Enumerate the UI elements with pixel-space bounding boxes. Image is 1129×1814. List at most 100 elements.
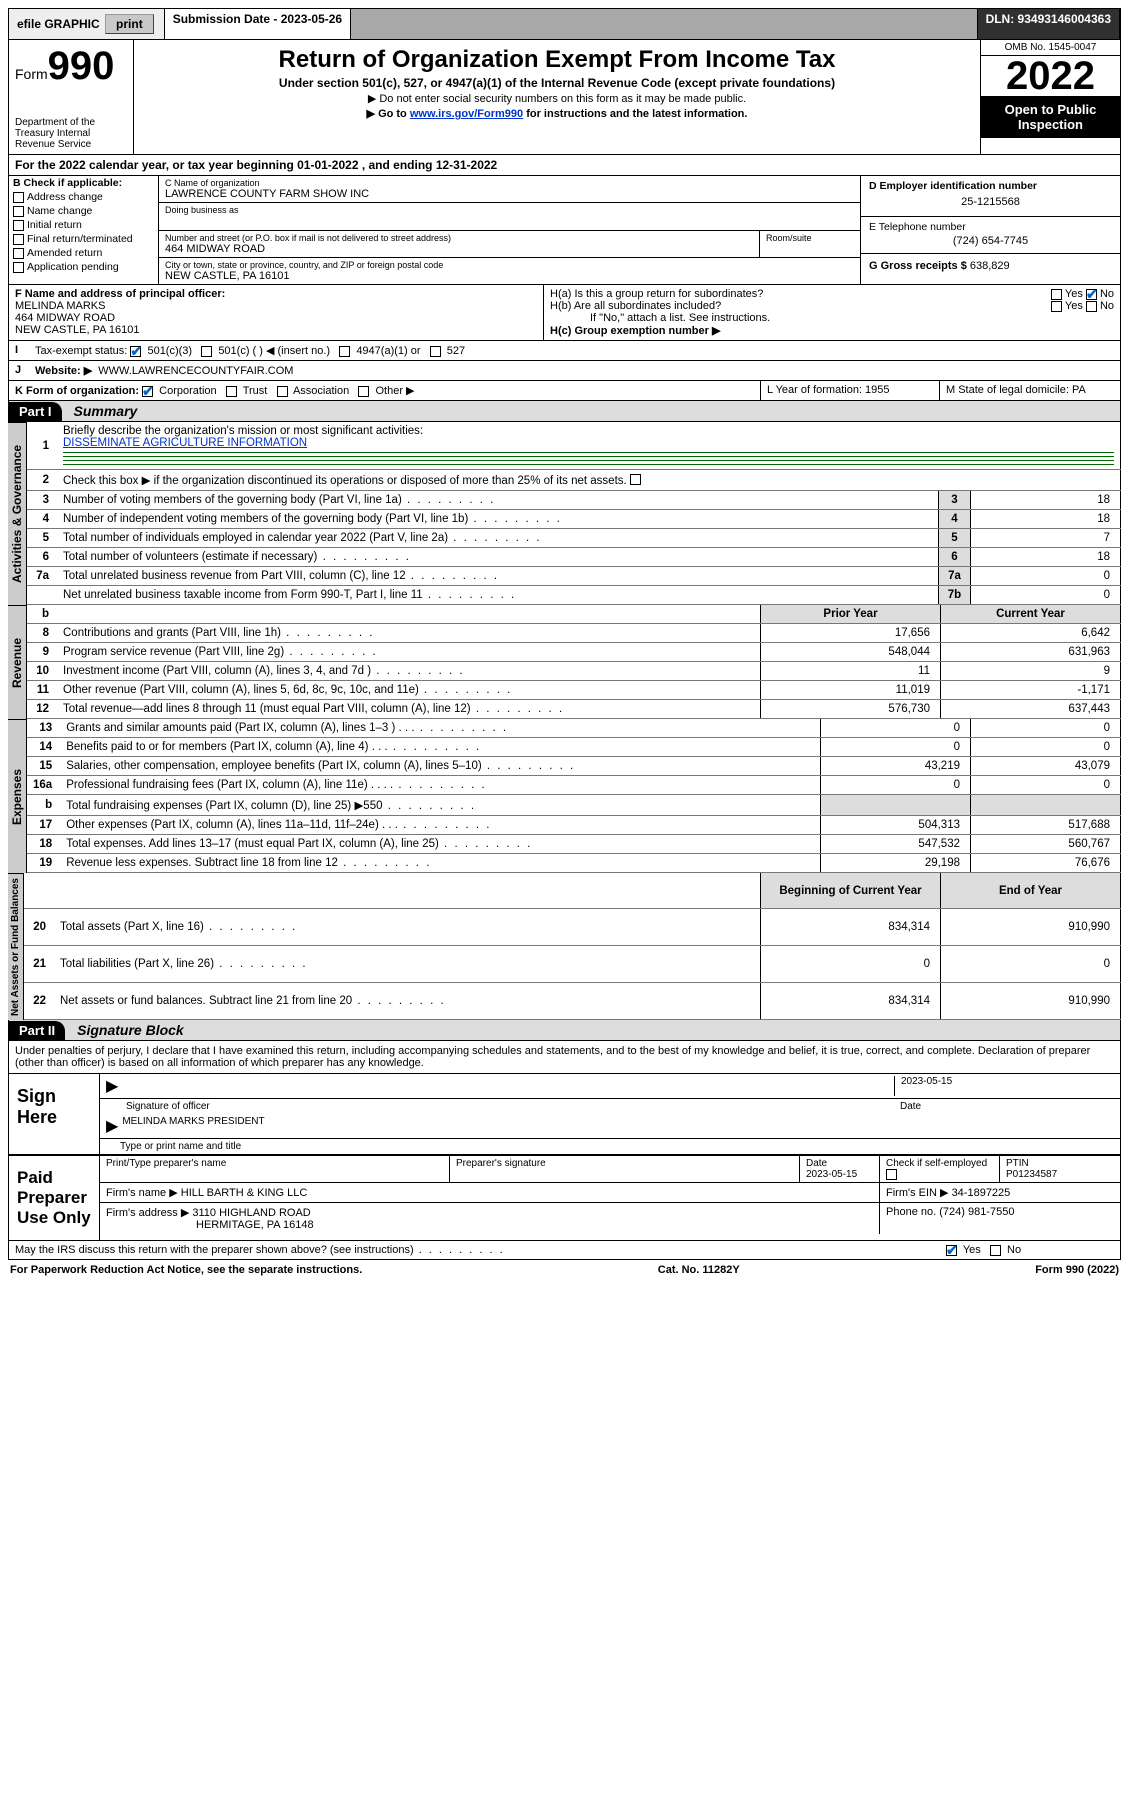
submission-date: Submission Date - 2023-05-26 bbox=[165, 9, 351, 39]
ha-yes[interactable] bbox=[1051, 289, 1062, 300]
data-row: 20Total assets (Part X, line 16)834,3149… bbox=[24, 909, 1121, 946]
ha-no[interactable] bbox=[1086, 289, 1097, 300]
form-number: Form990 bbox=[15, 44, 127, 89]
data-row: 15Salaries, other compensation, employee… bbox=[27, 757, 1121, 776]
self-employed[interactable]: Check if self-employed bbox=[880, 1156, 1000, 1182]
hb-yes[interactable] bbox=[1051, 301, 1062, 312]
i-501c3[interactable] bbox=[130, 346, 141, 357]
hc-label: H(c) Group exemption number ▶ bbox=[550, 324, 1114, 337]
paid-preparer-label: Paid Preparer Use Only bbox=[9, 1156, 99, 1240]
b-opt-4[interactable]: Amended return bbox=[9, 246, 158, 260]
state-domicile: M State of legal domicile: PA bbox=[940, 381, 1120, 400]
footer: For Paperwork Reduction Act Notice, see … bbox=[8, 1260, 1121, 1280]
hdr-current: Current Year bbox=[941, 605, 1121, 624]
part2-header: Part II Signature Block bbox=[8, 1020, 1121, 1041]
sig-officer-label: Signature of officer bbox=[106, 1101, 894, 1112]
col-preparer: Print/Type preparer's name bbox=[100, 1156, 450, 1182]
room-label: Room/suite bbox=[760, 231, 860, 257]
b-opt-0[interactable]: Address change bbox=[9, 190, 158, 204]
firm-addr2: HERMITAGE, PA 16148 bbox=[106, 1219, 314, 1231]
firm-name: HILL BARTH & KING LLC bbox=[181, 1187, 308, 1199]
org-name: LAWRENCE COUNTY FARM SHOW INC bbox=[165, 188, 854, 200]
ha-label: H(a) Is this a group return for subordin… bbox=[550, 288, 763, 300]
gross-receipts: 638,829 bbox=[970, 260, 1010, 272]
hdr-begin: Beginning of Current Year bbox=[761, 873, 941, 909]
hdr-end: End of Year bbox=[941, 873, 1121, 909]
tab-revenue: Revenue bbox=[8, 605, 27, 719]
i-4947[interactable] bbox=[339, 346, 350, 357]
data-row: 18Total expenses. Add lines 13–17 (must … bbox=[27, 835, 1121, 854]
org-address: 464 MIDWAY ROAD bbox=[165, 243, 753, 255]
prep-date: 2023-05-15 bbox=[806, 1169, 857, 1180]
g-label: G Gross receipts $ bbox=[869, 260, 967, 272]
b-opt-3[interactable]: Final return/terminated bbox=[9, 232, 158, 246]
sign-here-label: Sign Here bbox=[9, 1074, 99, 1154]
ptin: P01234587 bbox=[1006, 1169, 1057, 1180]
i-527[interactable] bbox=[430, 346, 441, 357]
print-button[interactable]: print bbox=[105, 14, 154, 34]
k-trust[interactable] bbox=[226, 386, 237, 397]
website: WWW.LAWRENCECOUNTYFAIR.COM bbox=[98, 365, 293, 377]
data-row: 11Other revenue (Part VIII, column (A), … bbox=[27, 681, 1121, 700]
gov-row: 7aTotal unrelated business revenue from … bbox=[27, 567, 1121, 586]
section-b: B Check if applicable: Address change Na… bbox=[9, 176, 159, 284]
k-corp[interactable] bbox=[142, 386, 153, 397]
k-other[interactable] bbox=[358, 386, 369, 397]
gov-row: 3Number of voting members of the governi… bbox=[27, 491, 1121, 510]
section-a: For the 2022 calendar year, or tax year … bbox=[9, 155, 1120, 175]
dept-label: Department of the Treasury Internal Reve… bbox=[15, 117, 127, 150]
tab-net: Net Assets or Fund Balances bbox=[8, 873, 24, 1020]
b-title: B Check if applicable: bbox=[9, 176, 158, 190]
officer-addr2: NEW CASTLE, PA 16101 bbox=[15, 324, 537, 336]
officer-addr1: 464 MIDWAY ROAD bbox=[15, 312, 537, 324]
firm-ein: 34-1897225 bbox=[952, 1187, 1011, 1199]
tax-year: 2022 bbox=[981, 56, 1120, 96]
topbar-spacer bbox=[351, 9, 977, 39]
b-opt-1[interactable]: Name change bbox=[9, 204, 158, 218]
k-assoc[interactable] bbox=[277, 386, 288, 397]
h-note: If "No," attach a list. See instructions… bbox=[550, 312, 1114, 324]
addr-label: Number and street (or P.O. box if mail i… bbox=[165, 233, 753, 243]
form-header: Form990 Department of the Treasury Inter… bbox=[8, 40, 1121, 155]
data-row: 16aProfessional fundraising fees (Part I… bbox=[27, 776, 1121, 795]
year-formation: L Year of formation: 1955 bbox=[760, 381, 940, 400]
d-label: D Employer identification number bbox=[869, 180, 1112, 192]
efile-label: efile GRAPHIC print bbox=[9, 9, 165, 39]
data-row: 8Contributions and grants (Part VIII, li… bbox=[27, 624, 1121, 643]
date-label: Date bbox=[894, 1101, 1114, 1112]
open-inspection: Open to Public Inspection bbox=[981, 96, 1120, 138]
i-501c[interactable] bbox=[201, 346, 212, 357]
p1-line1: Briefly describe the organization's miss… bbox=[63, 425, 423, 437]
sig-date: 2023-05-15 bbox=[894, 1076, 1114, 1096]
col-sig: Preparer's signature bbox=[450, 1156, 800, 1182]
dba-label: Doing business as bbox=[165, 205, 854, 215]
data-row: bTotal fundraising expenses (Part IX, co… bbox=[27, 795, 1121, 816]
data-row: 10Investment income (Part VIII, column (… bbox=[27, 662, 1121, 681]
e-label: E Telephone number bbox=[869, 221, 1112, 233]
top-bar: efile GRAPHIC print Submission Date - 20… bbox=[8, 8, 1121, 40]
gov-row: 6Total number of volunteers (estimate if… bbox=[27, 548, 1121, 567]
form-title: Return of Organization Exempt From Incom… bbox=[142, 46, 972, 74]
tab-governance: Activities & Governance bbox=[8, 422, 27, 605]
hb-no[interactable] bbox=[1086, 301, 1097, 312]
mission-link[interactable]: DISSEMINATE AGRICULTURE INFORMATION bbox=[63, 437, 307, 449]
discuss-yes[interactable] bbox=[946, 1245, 957, 1256]
header-note1: ▶ Do not enter social security numbers o… bbox=[142, 92, 972, 105]
discuss-no[interactable] bbox=[990, 1245, 1001, 1256]
declaration: Under penalties of perjury, I declare th… bbox=[9, 1041, 1120, 1073]
irs-link[interactable]: www.irs.gov/Form990 bbox=[410, 108, 523, 120]
arrow-icon: ▶ bbox=[106, 1076, 118, 1096]
gov-row: 4Number of independent voting members of… bbox=[27, 510, 1121, 529]
firm-addr1: 3110 HIGHLAND ROAD bbox=[192, 1207, 310, 1219]
may-discuss: May the IRS discuss this return with the… bbox=[9, 1241, 940, 1259]
b-opt-5[interactable]: Application pending bbox=[9, 260, 158, 274]
i-label: Tax-exempt status: bbox=[35, 345, 127, 357]
b-opt-2[interactable]: Initial return bbox=[9, 218, 158, 232]
data-row: 14Benefits paid to or for members (Part … bbox=[27, 738, 1121, 757]
ein-value: 25-1215568 bbox=[869, 192, 1112, 212]
part1-header: Part I Summary bbox=[8, 401, 1121, 422]
j-label: Website: ▶ bbox=[35, 365, 92, 377]
f-label: F Name and address of principal officer: bbox=[15, 288, 537, 300]
data-row: 9Program service revenue (Part VIII, lin… bbox=[27, 643, 1121, 662]
c-name-label: C Name of organization bbox=[165, 178, 854, 188]
